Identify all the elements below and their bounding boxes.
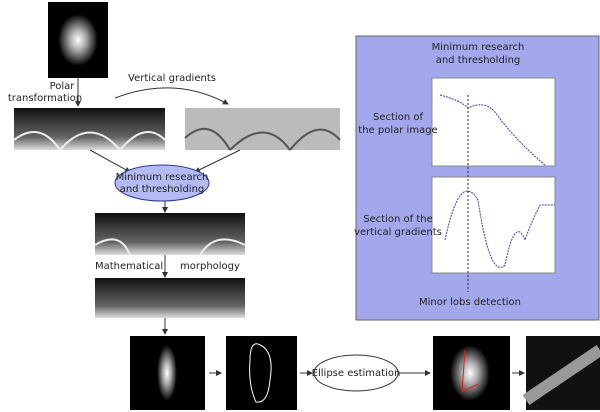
plot: [432, 78, 555, 166]
step-label: morphology: [180, 261, 240, 272]
arrow: [90, 150, 130, 172]
contour-image: [226, 336, 297, 410]
morphology-image: [95, 278, 245, 318]
process-node: [115, 165, 209, 201]
panel-footer: Minor lobs detection: [419, 297, 521, 308]
arrow: [195, 150, 240, 172]
node-label: Ellipse estimation: [312, 368, 401, 379]
diagram: Polartransformation Vertical gradients M…: [0, 0, 600, 412]
blob: [58, 14, 98, 66]
step-label: Vertical gradients: [128, 73, 216, 84]
plot: [432, 177, 555, 273]
arrow: [115, 88, 228, 104]
polar-image: [14, 108, 165, 150]
blob: [157, 345, 177, 401]
threshold-image: [95, 213, 245, 255]
step-label: Mathematical: [95, 261, 163, 272]
blob: [450, 345, 490, 401]
